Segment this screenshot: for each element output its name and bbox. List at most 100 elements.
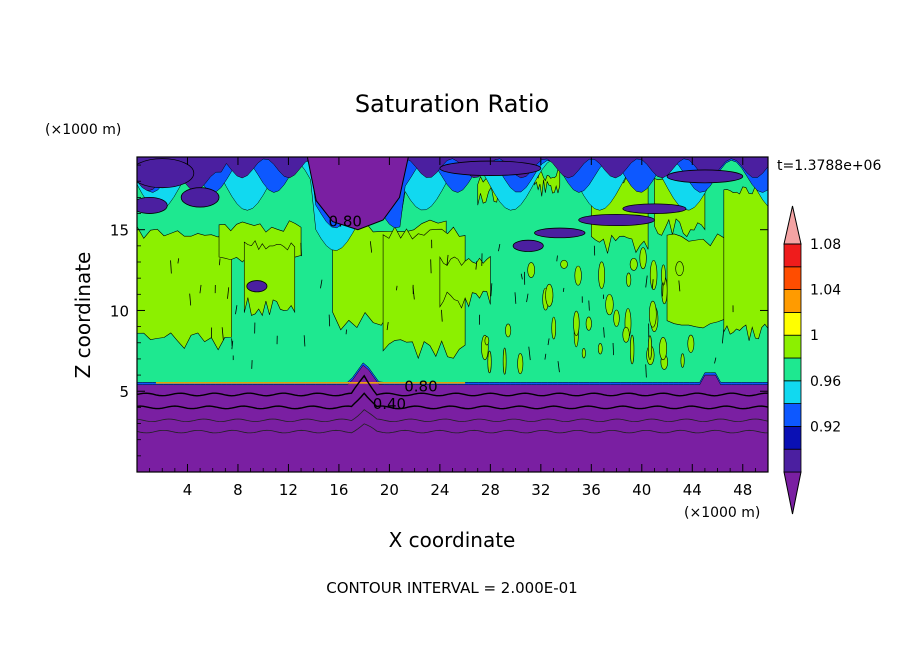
contour-squiggle — [396, 285, 398, 291]
lime-patch — [680, 353, 685, 368]
contour-squiggle — [189, 293, 192, 306]
contour-interval-footer: CONTOUR INTERVAL = 2.000E-01 — [326, 579, 577, 597]
lime-patch — [649, 300, 657, 328]
dry-patch — [666, 169, 744, 184]
lime-region — [382, 226, 466, 360]
contour-squiggle — [490, 283, 493, 297]
lower-contour-line — [137, 374, 768, 397]
colorbar-segment — [783, 357, 802, 382]
time-label: t=1.3788e+06 — [777, 158, 881, 174]
lime-patch — [517, 353, 524, 375]
contour-squiggle — [170, 260, 172, 274]
colorbar-label: 1.08 — [810, 237, 841, 253]
contour-squiggle — [303, 335, 306, 347]
contour-squiggle — [446, 254, 449, 266]
lime-patch — [687, 334, 695, 353]
lime-patch — [484, 336, 490, 346]
lime-patch — [551, 316, 557, 340]
contour-label: 0.80 — [329, 213, 362, 231]
contour-squiggle — [369, 241, 373, 253]
dry-patch — [512, 239, 544, 252]
contour-squiggle — [475, 261, 478, 270]
x-tick-label: 16 — [329, 481, 348, 499]
contour-squiggle — [651, 279, 654, 289]
contour-squiggle — [219, 258, 221, 266]
lime-patch — [560, 259, 568, 269]
x-tick-label: 20 — [380, 481, 399, 499]
contour-squiggle — [556, 255, 558, 262]
dry-patch — [137, 196, 168, 214]
y-axis-title: Z coordinate — [71, 252, 95, 379]
contour-squiggle — [562, 287, 565, 293]
colorbar: 0.92 0.96 1 1.04 1.08 — [783, 205, 841, 515]
lime-patch — [661, 264, 666, 286]
chart-title: Saturation Ratio — [355, 90, 549, 118]
contour-squiggle — [441, 309, 443, 322]
lime-patch — [639, 247, 647, 270]
contour-squiggle — [320, 279, 323, 289]
plot-area: 0.800.400.80 — [137, 157, 768, 472]
colorbar-label: 1.04 — [810, 283, 841, 299]
colorbar-segment — [783, 380, 802, 404]
contour-label: 0.40 — [373, 395, 406, 413]
lime-patch — [581, 348, 586, 359]
contour-squiggle — [386, 322, 389, 331]
contour-squiggle — [526, 293, 529, 303]
contour-squiggle — [588, 300, 590, 311]
x-unit-label: (×1000 m) — [684, 505, 760, 521]
contour-squiggle — [520, 273, 523, 280]
lime-region — [723, 181, 768, 341]
contour-squiggle — [645, 275, 648, 288]
contour-squiggle — [662, 282, 664, 297]
lime-patch — [597, 343, 603, 355]
colorbar-min-arrow — [783, 471, 802, 515]
contour-squiggle — [235, 305, 238, 315]
contour-squiggle — [544, 353, 547, 360]
contour-squiggle — [612, 343, 614, 356]
lime-patch — [622, 326, 630, 343]
colorbar-segment — [783, 403, 802, 427]
colorbar-segment — [783, 448, 802, 473]
lime-patch — [585, 316, 592, 331]
lime-patch — [605, 294, 614, 316]
colorbar-segment — [783, 334, 802, 359]
lime-patch — [630, 334, 635, 365]
x-tick-label: 40 — [632, 481, 651, 499]
lime-patch — [647, 335, 652, 360]
lime-region — [137, 225, 232, 351]
field-layer — [137, 157, 768, 472]
x-tick-label: 28 — [481, 481, 500, 499]
contour-squiggle — [714, 357, 717, 364]
dry-pocket-upper — [306, 157, 409, 231]
x-tick-label: 44 — [683, 481, 702, 499]
dry-patch — [246, 280, 268, 293]
upper-cyan-band — [137, 157, 768, 251]
lime-patch — [545, 283, 554, 307]
lime-patch — [502, 347, 507, 375]
colorbar-segment — [783, 266, 802, 290]
contour-label: 0.80 — [404, 377, 437, 395]
x-tick-label: 24 — [430, 481, 449, 499]
contour-squiggle — [199, 284, 202, 294]
x-tick-label: 4 — [183, 481, 193, 499]
colorbar-max-arrow — [783, 205, 802, 245]
colorbar-segment — [783, 425, 802, 450]
contour-squiggle — [645, 364, 647, 378]
colorbar-segment — [783, 311, 802, 336]
lime-patch — [659, 337, 668, 361]
colorbar-label: 0.96 — [810, 374, 841, 390]
y-tick-label: 10 — [110, 302, 129, 320]
contour-squiggle — [528, 346, 531, 361]
lower-contour-line — [137, 423, 768, 434]
lime-patch — [629, 257, 638, 271]
contour-squiggle — [328, 314, 331, 327]
lime-patch — [573, 310, 580, 336]
contour-squiggle — [557, 361, 560, 373]
x-tick-label: 12 — [279, 481, 298, 499]
x-tick-label: 36 — [582, 481, 601, 499]
x-axis-title: X coordinate — [389, 528, 516, 552]
contour-squiggle — [721, 329, 725, 344]
contour-squiggle — [498, 244, 501, 252]
